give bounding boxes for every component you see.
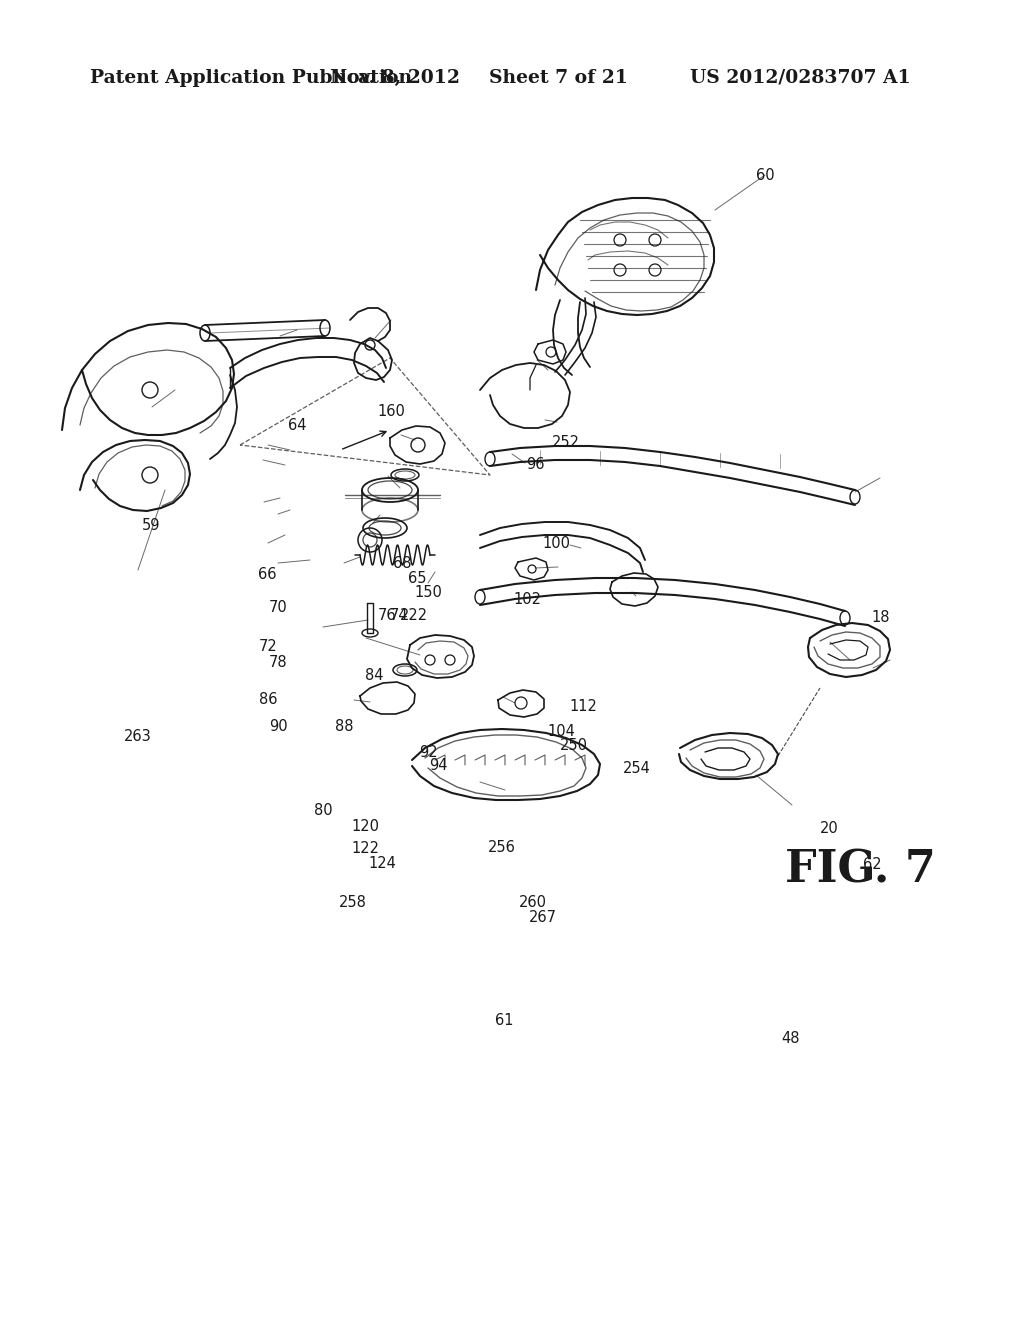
Text: 92: 92 [419,744,437,760]
Text: 94: 94 [429,758,447,774]
Text: 78: 78 [269,655,288,671]
Text: 263: 263 [124,729,153,744]
Text: 65: 65 [408,570,426,586]
Text: FIG. 7: FIG. 7 [784,849,936,891]
Text: 267: 267 [528,909,557,925]
Text: 120: 120 [351,818,380,834]
Text: 252: 252 [552,434,581,450]
Text: 124: 124 [368,855,396,871]
Text: 68: 68 [393,556,412,572]
Text: 64: 64 [288,417,306,433]
Text: 96: 96 [526,457,545,473]
Text: 112: 112 [569,698,598,714]
Text: 102: 102 [513,591,542,607]
Text: 20: 20 [820,821,839,837]
Text: 90: 90 [269,718,288,734]
Text: 62: 62 [863,857,882,873]
Text: 70: 70 [269,599,288,615]
Text: 256: 256 [487,840,516,855]
Text: 59: 59 [142,517,161,533]
Text: 104: 104 [547,723,575,739]
Text: Sheet 7 of 21: Sheet 7 of 21 [488,69,628,87]
Text: 250: 250 [559,738,588,754]
Text: 150: 150 [414,585,442,601]
Text: 66: 66 [258,566,276,582]
Text: 48: 48 [781,1031,800,1047]
Text: 74: 74 [390,607,409,623]
Text: 60: 60 [756,168,774,183]
Text: US 2012/0283707 A1: US 2012/0283707 A1 [690,69,910,87]
Text: 86: 86 [259,692,278,708]
Text: 222: 222 [399,607,428,623]
Text: 122: 122 [351,841,380,857]
Text: Nov. 8, 2012: Nov. 8, 2012 [330,69,460,87]
Text: 260: 260 [518,895,547,911]
Text: 76: 76 [378,607,396,623]
Text: 258: 258 [339,895,368,911]
Text: 61: 61 [495,1012,513,1028]
Text: 72: 72 [259,639,278,655]
Text: 88: 88 [335,718,353,734]
Text: Patent Application Publication: Patent Application Publication [90,69,412,87]
Text: 80: 80 [314,803,333,818]
Text: 84: 84 [365,668,383,684]
Text: 254: 254 [623,760,651,776]
Text: 18: 18 [871,610,890,626]
Text: 160: 160 [377,404,406,420]
Text: 100: 100 [542,536,570,552]
